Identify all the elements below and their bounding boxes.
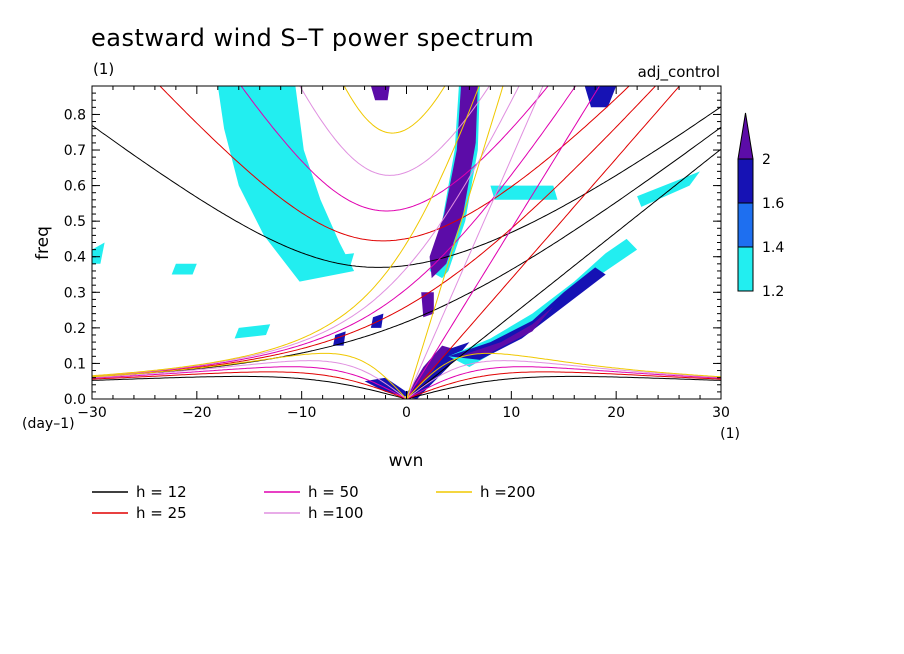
curve-gravity-100	[299, 86, 490, 176]
curve-gravity-50	[240, 86, 549, 212]
colorbar-label: 1.4	[762, 240, 784, 256]
spectrum-region-22	[234, 324, 271, 339]
spectrum-region-15	[333, 331, 346, 346]
y-axis-unit: (day–1)	[22, 416, 75, 432]
spectrum-region-6	[429, 86, 478, 279]
y-tick-label: 0.1	[64, 356, 86, 372]
legend-entry-5: h =200	[480, 483, 535, 501]
spectrum-region-10	[448, 238, 638, 367]
curve-gravity-25	[159, 86, 630, 242]
legend-entry-3: h = 50	[308, 483, 359, 501]
y-tick-label: 0.5	[64, 214, 86, 230]
curve-mrg-25	[92, 86, 657, 378]
case-label: adj_control	[638, 63, 720, 82]
legend: h = 12 h = 25 h = 50 h =100 h =200	[92, 483, 535, 522]
y-tick-label: 0.0	[64, 392, 86, 408]
spectrum-region-11	[448, 267, 606, 360]
curve-kelvin-100	[406, 86, 544, 399]
y-tick-label: 0.7	[64, 143, 86, 159]
spectrum-region-20	[490, 185, 558, 200]
spectrum-region-4	[217, 86, 355, 282]
spectrum-region-19	[318, 253, 355, 268]
colorbar-segment-3	[737, 158, 754, 204]
curve-gravity-12	[92, 106, 721, 268]
x-tick-label: 10	[502, 405, 520, 421]
curve-mrg-200	[92, 86, 480, 377]
curve-gravity-200	[343, 86, 446, 134]
chart-title: eastward wind S–T power spectrum	[91, 24, 534, 52]
x-axis-ticks: −30 −20 −10 0 10 20 30	[77, 86, 730, 421]
x-tick-label: 0	[402, 405, 411, 421]
colorbar-label: 1.2	[762, 284, 784, 300]
curve-kelvin-25	[406, 86, 681, 399]
spectrum-region-21	[637, 171, 700, 207]
x-axis-unit: (1)	[720, 426, 740, 442]
spectrum-region-17	[370, 86, 390, 101]
colorbar-label: 1.6	[762, 196, 784, 212]
spectrum-region-14	[92, 242, 105, 264]
x-tick-label: 20	[607, 405, 625, 421]
x-tick-label: 30	[712, 405, 730, 421]
y-tick-label: 0.4	[64, 250, 86, 266]
spectrum-region-16	[370, 313, 384, 328]
curve-rossby-100	[92, 360, 721, 399]
colorbar: 1.2 1.4 1.6 2	[737, 112, 784, 300]
colorbar-label: 2	[762, 152, 771, 168]
legend-entry-1: h = 12	[136, 483, 187, 501]
curve-kelvin-200	[406, 86, 504, 399]
x-tick-label: −30	[77, 405, 107, 421]
y-tick-label: 0.8	[64, 107, 86, 123]
curve-mrg-50	[92, 86, 577, 377]
curve-rossby-25	[92, 371, 721, 399]
y-tick-label: 0.3	[64, 285, 86, 301]
y-axis-ticks: 0.0 0.1 0.2 0.3 0.4 0.5 0.6 0.7 0.8	[64, 92, 721, 408]
chart-subtitle: (1)	[93, 60, 114, 78]
spectrum-region-7	[421, 292, 434, 318]
spectrum-region-18	[171, 263, 197, 275]
x-axis-label: wvn	[389, 451, 424, 471]
dispersion-curves	[92, 86, 721, 399]
colorbar-segment-1	[737, 246, 754, 292]
curve-rossby-50	[92, 366, 721, 399]
curve-rossby-12	[92, 375, 721, 399]
y-axis-label: freq	[33, 226, 53, 260]
legend-entry-4: h =100	[308, 504, 363, 522]
legend-entry-2: h = 25	[136, 504, 187, 522]
curve-mrg-12	[92, 126, 721, 378]
x-tick-label: −20	[182, 405, 212, 421]
spectrum-region-13	[584, 86, 617, 108]
x-tick-label: −10	[287, 405, 317, 421]
colorbar-extension	[737, 112, 754, 160]
y-tick-label: 0.2	[64, 321, 86, 337]
curve-kelvin-50	[406, 86, 601, 399]
y-tick-label: 0.6	[64, 179, 86, 195]
curve-rossby-200	[92, 352, 721, 399]
colorbar-segment-2	[737, 202, 754, 248]
